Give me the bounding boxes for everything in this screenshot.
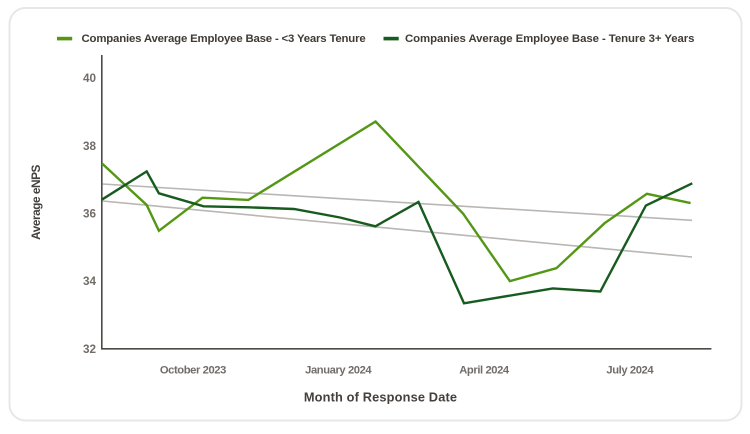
svg-text:34: 34 bbox=[83, 275, 97, 288]
svg-text:40: 40 bbox=[83, 72, 97, 85]
svg-text:October 2023: October 2023 bbox=[160, 365, 226, 377]
svg-text:Average eNPS: Average eNPS bbox=[29, 165, 43, 240]
svg-text:38: 38 bbox=[83, 140, 97, 153]
svg-text:January 2024: January 2024 bbox=[305, 365, 372, 377]
svg-text:Companies Average Employee Bas: Companies Average Employee Base - Tenure… bbox=[405, 33, 694, 45]
svg-text:36: 36 bbox=[83, 207, 97, 220]
svg-text:April 2024: April 2024 bbox=[459, 365, 510, 377]
svg-text:Month of Response Date: Month of Response Date bbox=[304, 390, 457, 405]
svg-text:Companies Average Employee Bas: Companies Average Employee Base - <3 Yea… bbox=[82, 33, 366, 45]
svg-text:July 2024: July 2024 bbox=[606, 365, 654, 377]
svg-text:32: 32 bbox=[83, 343, 97, 356]
